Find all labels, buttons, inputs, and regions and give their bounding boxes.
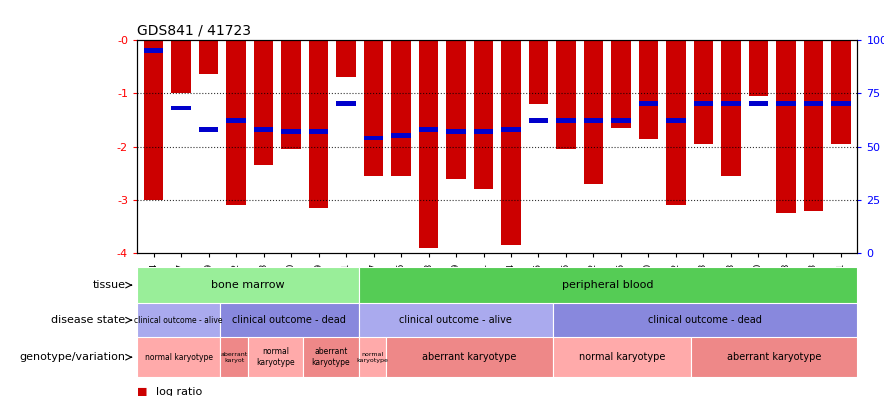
FancyBboxPatch shape: [359, 337, 386, 377]
Bar: [419, 40, 438, 248]
Bar: [144, 40, 164, 200]
Text: log ratio: log ratio: [156, 387, 202, 396]
Bar: [226, 118, 246, 123]
Bar: [171, 106, 191, 110]
FancyBboxPatch shape: [220, 337, 248, 377]
FancyBboxPatch shape: [137, 337, 220, 377]
FancyBboxPatch shape: [303, 337, 359, 377]
FancyBboxPatch shape: [386, 337, 552, 377]
Bar: [254, 40, 273, 165]
Bar: [254, 127, 273, 132]
Bar: [639, 101, 658, 106]
Bar: [309, 129, 328, 134]
Bar: [309, 40, 328, 208]
Text: disease state: disease state: [51, 315, 126, 325]
Bar: [144, 48, 164, 53]
Bar: [501, 127, 521, 132]
Text: clinical outcome - alive: clinical outcome - alive: [134, 316, 223, 325]
Bar: [639, 40, 658, 139]
FancyBboxPatch shape: [359, 267, 857, 303]
Bar: [831, 101, 850, 106]
Bar: [583, 118, 603, 123]
FancyBboxPatch shape: [220, 303, 359, 337]
Bar: [474, 129, 493, 134]
Text: clinical outcome - alive: clinical outcome - alive: [400, 315, 512, 325]
Text: genotype/variation: genotype/variation: [19, 352, 126, 362]
Text: clinical outcome - dead: clinical outcome - dead: [232, 315, 347, 325]
Bar: [612, 40, 630, 128]
Bar: [583, 40, 603, 184]
Text: normal
karyotype: normal karyotype: [256, 348, 295, 367]
Bar: [749, 101, 768, 106]
Bar: [529, 40, 548, 104]
Bar: [199, 40, 218, 74]
Bar: [337, 40, 355, 77]
FancyBboxPatch shape: [248, 337, 303, 377]
Bar: [392, 133, 411, 138]
Bar: [281, 40, 301, 149]
FancyBboxPatch shape: [137, 303, 220, 337]
Bar: [392, 40, 411, 176]
FancyBboxPatch shape: [552, 303, 857, 337]
FancyBboxPatch shape: [359, 303, 552, 337]
Bar: [446, 129, 466, 134]
Bar: [804, 101, 823, 106]
Bar: [694, 40, 713, 144]
Bar: [281, 129, 301, 134]
Bar: [364, 135, 383, 140]
Bar: [556, 118, 575, 123]
Bar: [501, 40, 521, 246]
Bar: [804, 40, 823, 211]
Text: ■: ■: [137, 387, 148, 396]
Bar: [776, 40, 796, 213]
FancyBboxPatch shape: [137, 267, 359, 303]
Bar: [776, 101, 796, 106]
FancyBboxPatch shape: [552, 337, 691, 377]
Text: normal karyotype: normal karyotype: [579, 352, 665, 362]
Bar: [199, 127, 218, 132]
Bar: [529, 118, 548, 123]
Bar: [446, 40, 466, 179]
Bar: [612, 118, 630, 123]
Text: aberrant karyotype: aberrant karyotype: [728, 352, 821, 362]
Bar: [364, 40, 383, 176]
Bar: [749, 40, 768, 96]
Bar: [721, 40, 741, 176]
Bar: [419, 127, 438, 132]
Bar: [694, 101, 713, 106]
Bar: [721, 101, 741, 106]
Text: aberrant karyotype: aberrant karyotype: [423, 352, 517, 362]
Text: clinical outcome - dead: clinical outcome - dead: [648, 315, 762, 325]
FancyBboxPatch shape: [691, 337, 857, 377]
Bar: [831, 40, 850, 144]
Text: GDS841 / 41723: GDS841 / 41723: [137, 23, 251, 37]
Bar: [556, 40, 575, 149]
Bar: [171, 40, 191, 93]
Text: aberrant
karyotype: aberrant karyotype: [312, 348, 350, 367]
Text: aberrant
karyot: aberrant karyot: [220, 352, 248, 363]
Text: tissue: tissue: [93, 280, 126, 290]
Bar: [474, 40, 493, 189]
Text: peripheral blood: peripheral blood: [562, 280, 654, 290]
Bar: [337, 101, 355, 106]
Text: bone marrow: bone marrow: [211, 280, 285, 290]
Text: normal karyotype: normal karyotype: [145, 353, 212, 362]
Bar: [226, 40, 246, 205]
Bar: [667, 118, 686, 123]
Text: normal
karyotype: normal karyotype: [356, 352, 388, 363]
Bar: [667, 40, 686, 205]
